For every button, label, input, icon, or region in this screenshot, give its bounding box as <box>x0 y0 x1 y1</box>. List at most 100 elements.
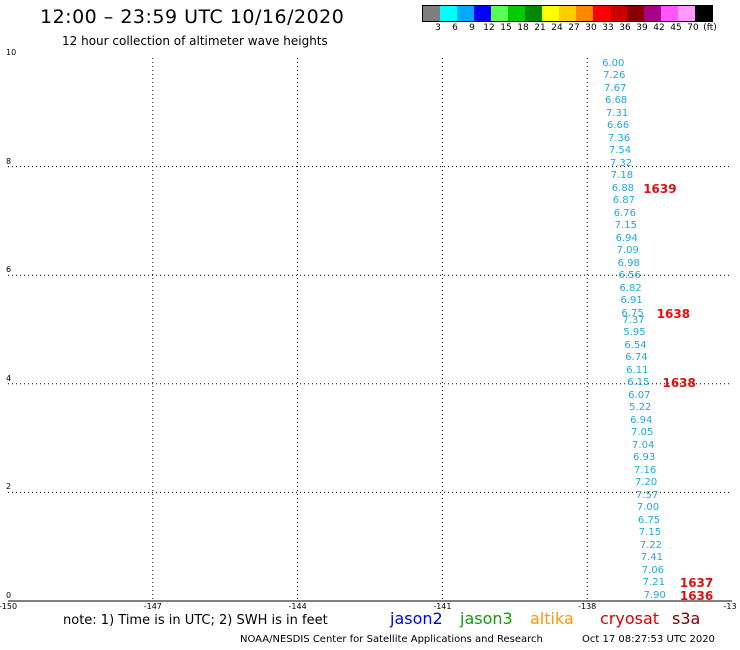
latitude-label: 4 <box>6 373 12 383</box>
latitude-label: 0 <box>6 591 12 600</box>
wave-height-value: 7.32 <box>609 157 633 169</box>
longitude-label: -150 <box>0 602 18 611</box>
color-scale-label: 6 <box>452 23 458 33</box>
wave-height-value: 7.26 <box>603 70 626 82</box>
wave-height-value: 7.36 <box>607 132 631 144</box>
wave-height-value: 7.20 <box>634 477 658 489</box>
satellite-legend-jason3: jason3 <box>460 609 513 628</box>
wave-height-value: 5.95 <box>623 327 646 339</box>
wave-height-value: 7.06 <box>641 564 664 576</box>
wave-height-value: 7.31 <box>605 107 629 119</box>
color-swatch <box>491 6 508 21</box>
wave-height-value: 6.75 <box>637 514 661 526</box>
color-scale-label: 45 <box>670 23 682 33</box>
wave-height-value: 6.56 <box>618 270 641 282</box>
wave-height-value: 6.11 <box>626 364 649 376</box>
wave-height-value: 6.82 <box>619 282 642 294</box>
color-scale-label: 70 <box>687 23 699 33</box>
graticule <box>8 58 732 601</box>
longitude-label: -147 <box>143 602 162 611</box>
color-swatch <box>457 6 474 21</box>
color-scale-label: 30 <box>585 23 597 33</box>
wave-height-value: 7.22 <box>639 539 663 551</box>
longitude-label: -144 <box>288 602 307 611</box>
wave-height-value: 7.90 <box>643 589 666 601</box>
color-scale-label: 36 <box>619 23 631 33</box>
wave-height-value: 6.74 <box>625 352 648 364</box>
wave-height-value: 7.09 <box>616 245 639 257</box>
color-swatch <box>678 6 695 21</box>
wave-height-value: 7.21 <box>642 577 665 589</box>
map-title: 12:00 – 23:59 UTC 10/16/2020 <box>40 6 345 28</box>
color-scale-label: 21 <box>534 23 546 33</box>
color-scale-bar <box>422 5 713 22</box>
wave-height-value: 6.54 <box>624 339 647 351</box>
color-swatch <box>627 6 644 21</box>
satellite-legend-s3a: s3a <box>672 609 701 628</box>
wave-height-value: 7.16 <box>633 464 657 476</box>
pass-time-label: 1636 <box>679 588 714 603</box>
color-swatch <box>440 6 457 21</box>
color-swatch <box>661 6 678 21</box>
wave-height-value: 6.75 <box>621 307 644 319</box>
color-swatch <box>610 6 627 21</box>
generation-timestamp: Oct 17 08:27:53 UTC 2020 <box>582 634 715 645</box>
satellite-legend-jason2: jason2 <box>390 609 443 628</box>
longitude-label: -138 <box>578 602 597 611</box>
pass-time-label: 1638 <box>656 306 691 321</box>
wave-height-value: 5.22 <box>629 402 652 414</box>
wave-height-value: 6.93 <box>633 452 656 464</box>
wave-height-value: 6.88 <box>611 182 635 194</box>
wave-height-value: 6.76 <box>613 207 636 219</box>
color-swatch <box>474 6 491 21</box>
wave-height-value: 7.54 <box>608 145 632 157</box>
wave-height-value: 6.15 <box>627 377 650 389</box>
color-swatch <box>593 6 610 21</box>
color-swatch <box>508 6 525 21</box>
color-swatch <box>576 6 593 21</box>
color-scale-label: 33 <box>602 23 614 33</box>
credit-line: NOAA/NESDIS Center for Satellite Applica… <box>240 634 543 645</box>
color-swatch <box>423 6 440 21</box>
color-scale-label: 3 <box>435 23 441 33</box>
wave-height-value: 6.00 <box>602 57 625 69</box>
color-swatch <box>542 6 559 21</box>
color-scale-label: 27 <box>568 23 580 33</box>
wave-height-value: 7.41 <box>640 552 664 564</box>
latitude-label: 10 <box>6 48 17 57</box>
color-swatch <box>695 6 712 21</box>
wave-height-value: 6.94 <box>630 414 653 426</box>
color-scale-label: (ft) <box>703 23 717 33</box>
wave-height-value: 6.07 <box>628 389 651 401</box>
wave-height-value: 7.18 <box>610 170 634 182</box>
latitude-label: 6 <box>6 265 12 275</box>
wave-height-value: 6.91 <box>620 295 643 307</box>
satellite-legend-altika: altika <box>530 609 574 628</box>
color-swatch <box>525 6 542 21</box>
color-scale-label: 18 <box>517 23 529 33</box>
color-scale-label: 42 <box>653 23 665 33</box>
map-subtitle: 12 hour collection of altimeter wave hei… <box>62 34 328 48</box>
color-swatch <box>559 6 576 21</box>
longitude-label: -141 <box>433 602 452 611</box>
wave-height-value: 6.87 <box>612 195 636 207</box>
pass-time-label: 1639 <box>643 181 677 196</box>
latitude-label: 2 <box>6 482 12 492</box>
color-scale-label: 15 <box>500 23 512 33</box>
wave-height-value: 7.57 <box>635 489 659 501</box>
pass-time-label: 1638 <box>662 376 696 391</box>
wave-height-value: 6.94 <box>615 232 638 244</box>
wave-height-value: 6.68 <box>605 95 628 107</box>
color-scale-label: 24 <box>551 23 563 33</box>
color-scale-label: 39 <box>636 23 648 33</box>
wave-height-value: 7.37 <box>622 314 645 326</box>
wave-height-value: 7.00 <box>636 502 660 514</box>
wave-height-value: 7.15 <box>638 527 662 539</box>
longitude-label: -13 <box>723 602 737 611</box>
satellite-legend-cryosat: cryosat <box>600 609 660 628</box>
color-swatch <box>644 6 661 21</box>
latitude-label: 8 <box>6 156 12 166</box>
wave-height-value: 7.05 <box>631 427 654 439</box>
wave-height-value: 7.04 <box>632 439 655 451</box>
